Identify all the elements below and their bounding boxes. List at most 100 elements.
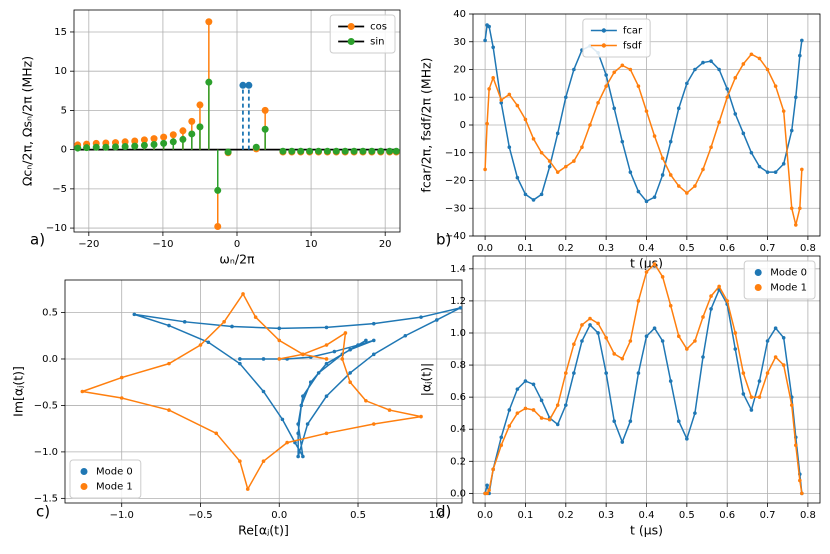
point <box>555 131 560 136</box>
point <box>564 371 568 375</box>
point <box>167 408 171 412</box>
point <box>693 339 697 343</box>
y-tick-label: −1.5 <box>34 493 58 504</box>
point <box>800 167 804 172</box>
legend-swatch <box>347 38 355 45</box>
legend-swatch <box>754 269 762 276</box>
point <box>793 443 798 448</box>
stem-marker <box>188 130 196 138</box>
point <box>564 403 568 407</box>
point <box>523 406 528 411</box>
y-tick-label: −10 <box>445 148 466 159</box>
point <box>515 103 520 108</box>
legend-label: Mode 1 <box>96 482 133 493</box>
point <box>539 192 544 197</box>
point <box>253 315 258 319</box>
point <box>800 38 804 43</box>
axes-frame <box>472 13 821 237</box>
point <box>789 403 794 407</box>
x-tick-label: 0.0 <box>271 510 287 521</box>
point <box>773 84 778 88</box>
x-axis-label: Re[αⱼ(t)] <box>238 523 289 538</box>
point <box>757 56 762 61</box>
y-axis-label: fcar/2π, fsdf/2π (MHz) <box>419 57 434 192</box>
point <box>749 408 754 412</box>
point <box>499 101 504 105</box>
stem-marker <box>196 123 204 131</box>
y-tick-label: 0.2 <box>450 456 466 467</box>
stem-marker <box>169 138 177 146</box>
legend: Mode 0 Mode 1 <box>80 467 133 493</box>
y-axis-label: Im[αⱼ(t)] <box>11 366 26 417</box>
legend-swatch <box>601 43 607 48</box>
x-tick-label: 0.2 <box>558 243 574 254</box>
legend-swatch <box>347 23 355 30</box>
point <box>238 459 242 463</box>
point <box>717 67 721 72</box>
point <box>419 315 423 319</box>
point <box>798 53 802 58</box>
stem-marker <box>332 147 340 155</box>
legend-swatch <box>601 28 607 33</box>
point <box>676 184 681 188</box>
point <box>668 139 673 144</box>
stem-marker <box>377 147 385 155</box>
point <box>652 326 657 330</box>
point <box>483 167 487 172</box>
y-axis-label: Ωcₙ/2π, Ωsₙ/2π (MHz) <box>20 56 35 186</box>
point <box>531 137 536 141</box>
point <box>709 294 713 298</box>
point <box>483 38 487 43</box>
y-tick-label: −40 <box>445 231 466 242</box>
stem-marker <box>131 137 139 145</box>
point <box>539 416 544 420</box>
point <box>749 52 754 57</box>
point <box>206 340 211 345</box>
point <box>789 206 794 211</box>
point <box>636 189 641 194</box>
point <box>709 145 713 149</box>
stem-marker <box>323 147 331 155</box>
point <box>324 361 329 366</box>
point <box>434 318 439 322</box>
point <box>531 198 536 202</box>
stem-marker <box>150 135 158 143</box>
point <box>547 417 552 422</box>
point <box>717 284 721 289</box>
point <box>765 67 770 72</box>
axes-frame <box>472 255 821 504</box>
point <box>741 371 746 375</box>
carrier-marker <box>245 81 253 89</box>
stem-marker <box>169 131 177 139</box>
point <box>507 92 512 97</box>
stem-marker <box>111 143 119 151</box>
x-tick-label: 0.1 <box>518 510 534 521</box>
point <box>644 270 649 274</box>
point <box>676 334 681 338</box>
stem-marker <box>83 144 91 152</box>
point <box>301 454 305 459</box>
legend-label: Mode 1 <box>770 283 807 294</box>
point <box>230 324 234 329</box>
point <box>757 164 762 169</box>
point <box>564 164 568 169</box>
point <box>324 325 329 330</box>
x-tick-label: 0.7 <box>760 243 776 254</box>
point <box>403 333 408 338</box>
legend-swatch <box>80 468 88 475</box>
x-tick-label: 0.8 <box>800 510 816 521</box>
point <box>757 379 762 383</box>
panel-label: a) <box>30 231 45 249</box>
point <box>588 316 592 321</box>
y-tick-label: 0.5 <box>42 308 58 319</box>
point <box>733 331 738 335</box>
point <box>507 408 512 412</box>
stem-marker <box>140 136 148 144</box>
point <box>789 128 794 133</box>
point <box>515 175 520 180</box>
point <box>741 392 746 396</box>
point <box>612 419 617 424</box>
x-tick-label: −1.0 <box>110 510 134 521</box>
point <box>238 357 242 361</box>
